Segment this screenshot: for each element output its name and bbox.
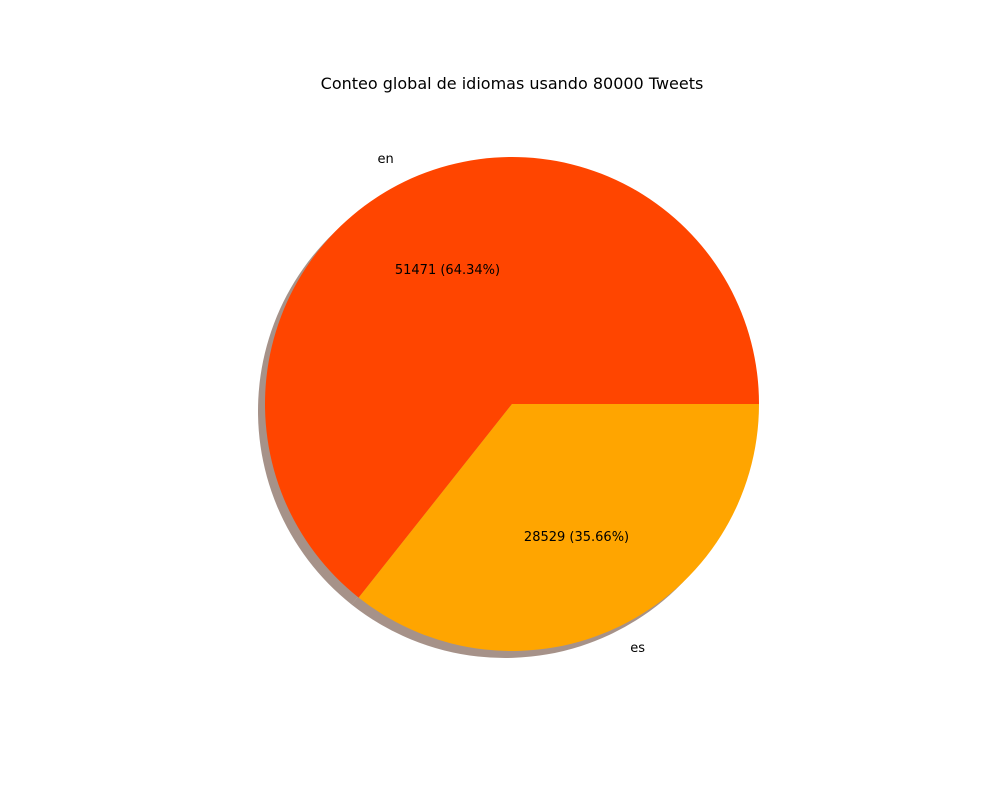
pie-labels: en 51471 (64.34%) es 28529 (35.66%)	[377, 152, 645, 656]
chart-title: Conteo global de idiomas usando 80000 Tw…	[321, 74, 704, 93]
pie-slice-es	[358, 404, 759, 651]
slice-value-label-en: 51471 (64.34%)	[395, 263, 500, 278]
slice-label-es: es	[630, 641, 645, 656]
slice-value-label-es: 28529 (35.66%)	[524, 530, 629, 545]
slice-label-en: en	[377, 152, 393, 167]
pie-slice-en	[264, 157, 759, 598]
pie-slices	[264, 157, 759, 651]
